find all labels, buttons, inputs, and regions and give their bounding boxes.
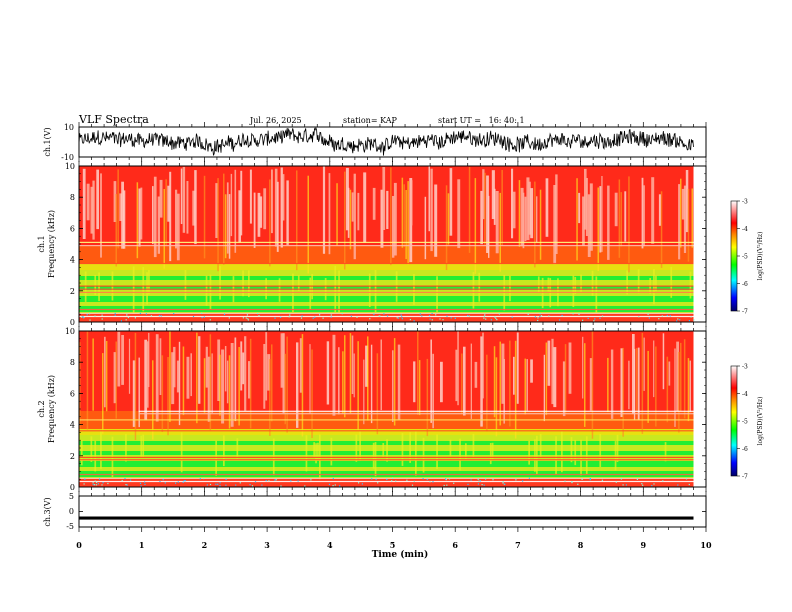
ch2-colorbar-gradient	[730, 365, 738, 477]
ch1-ytick-bottom: -10	[61, 153, 74, 162]
spec1-ytick-label: 10	[65, 162, 75, 171]
ch1-spectrogram-panel: 0 2 4 6 8 10 ch.1 Frequency (kHz)	[37, 162, 707, 327]
ch1-spectrogram-image	[79, 166, 695, 323]
cb2-ticks-label: -4	[742, 391, 748, 398]
time-tick-label: 10	[700, 540, 712, 550]
ch1-ylabel: ch.1(V)	[43, 127, 52, 156]
ch1-ylabel-frequency: Frequency (kHz)	[47, 210, 56, 278]
xaxis-label: Time (min)	[372, 549, 429, 560]
ch1-trace	[78, 126, 694, 156]
ch3-ylabel: ch.3(V)	[43, 497, 52, 526]
ch3-ytick-bottom: -5	[66, 522, 74, 531]
ch2-colorbar-ticks: -3 -4 -5 -6 -7	[737, 364, 748, 481]
ch2-colorbar: -3 -4 -5 -6 -7 log(PSD)(V²/Hz)	[730, 364, 764, 481]
spec1-ytick-label: 6	[70, 224, 75, 233]
ch1-colorbar: -3 -4 -5 -6 -7 log(PSD)(V²/Hz)	[730, 199, 764, 316]
time-axis-ticks	[78, 122, 707, 532]
header-station: station= KAP	[343, 116, 398, 125]
ch1-colorbar-gradient	[730, 200, 738, 312]
figure-title: VLF Spectra	[78, 113, 149, 126]
time-tick-label: 9	[641, 540, 647, 550]
ch2-spectrogram-panel: 0 2 4 6 8 10 ch.2 Frequency (kHz)	[37, 327, 707, 492]
time-tick-label: 5	[390, 540, 396, 550]
spec2-ytick-label: 2	[70, 452, 75, 461]
cb1-ticks-label: -3	[742, 199, 748, 206]
spec2-ytick-label: 6	[70, 389, 75, 398]
cb2-ticks-label: -6	[742, 446, 748, 453]
ch1-ylabel-channel: ch.1	[37, 235, 46, 252]
spec1-ytick-label: 8	[70, 193, 75, 202]
spec2-ytick-label: 8	[70, 358, 75, 367]
ch2-spectrogram-image	[79, 331, 694, 488]
time-tick-label: 0	[76, 540, 82, 550]
time-tick-label: 8	[578, 540, 584, 550]
spec2-ytick-label: 0	[70, 483, 75, 492]
time-tick-label: 6	[452, 540, 458, 550]
ch3-trace	[79, 516, 694, 520]
time-tick-label: 1	[139, 540, 145, 550]
time-tick-label: 3	[264, 540, 270, 550]
ch1-ytick-top: 10	[64, 123, 74, 132]
spec2-ytick-label: 10	[65, 327, 75, 336]
ch2-colorbar-label: log(PSD)(V²/Hz)	[757, 397, 764, 446]
header-date: Jul. 26, 2025	[249, 116, 302, 125]
ch2-frequency-ticks: 0 2 4 6 8 10	[65, 327, 706, 492]
cb2-ticks-label: -3	[742, 364, 748, 371]
ch1-frequency-ticks: 0 2 4 6 8 10	[65, 162, 706, 327]
spec1-ytick-label: 2	[70, 287, 75, 296]
ch3-waveform-panel: 5 0 -5 ch.3(V)	[43, 492, 707, 531]
ch1-waveform-panel: 10 -10 ch.1(V)	[43, 123, 707, 162]
cb1-ticks-label: -5	[742, 254, 748, 261]
cb2-ticks-label: -5	[742, 419, 748, 426]
cb2-ticks-label: -7	[742, 474, 748, 481]
ch3-ytick-mid: 0	[69, 507, 74, 516]
ch2-ylabel-channel: ch.2	[37, 400, 46, 417]
time-axis-tick-labels: 0 1 2 3 4 5 6 7 8 9 10	[76, 540, 712, 550]
spec1-ytick-label: 0	[70, 318, 75, 327]
ch1-colorbar-ticks: -3 -4 -5 -6 -7	[737, 199, 748, 316]
cb1-ticks-label: -7	[742, 309, 748, 316]
spec1-ytick-label: 4	[70, 256, 75, 265]
cb1-ticks-label: -4	[742, 226, 748, 233]
ch2-ylabel-frequency: Frequency (kHz)	[47, 375, 56, 443]
time-tick-label: 2	[202, 540, 208, 550]
spec2-ytick-label: 4	[70, 421, 75, 430]
header-start-time: start UT = 16: 40: 1	[438, 116, 525, 125]
ch3-ytick-top: 5	[69, 492, 74, 501]
ch3-frame	[78, 495, 707, 528]
time-tick-label: 7	[515, 540, 521, 550]
time-tick-label: 4	[327, 540, 333, 550]
cb1-ticks-label: -6	[742, 281, 748, 288]
ch1-colorbar-label: log(PSD)(V²/Hz)	[757, 232, 764, 281]
